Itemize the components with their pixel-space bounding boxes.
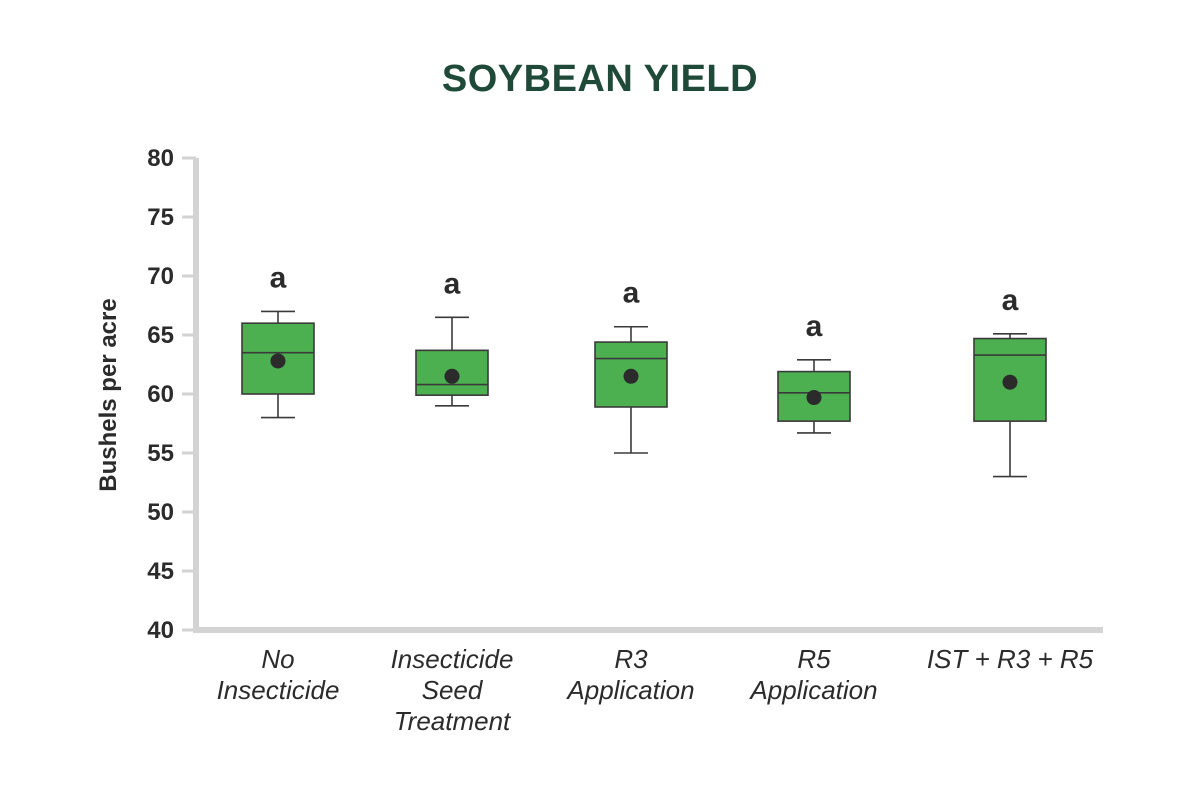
category-label-line: R5	[797, 644, 831, 674]
chart-title: SOYBEAN YIELD	[441, 58, 759, 100]
y-axis: 40 45 50 55 60 65 70 75 80	[147, 145, 199, 644]
category-label: R3 Application	[565, 644, 694, 705]
box-2: a	[415, 267, 489, 407]
y-tick-label: 75	[147, 204, 174, 231]
category-label-line: R3	[614, 644, 648, 674]
mean-marker	[444, 368, 460, 384]
mean-marker	[623, 368, 639, 384]
category-label-line: Application	[565, 675, 694, 705]
category-label-line: Insecticide	[217, 675, 340, 705]
iqr-box	[415, 349, 489, 396]
box-series: a a a a a	[241, 261, 1047, 478]
significance-label: a	[1002, 284, 1019, 317]
mean-marker	[270, 353, 286, 369]
y-tick-label: 55	[147, 440, 174, 467]
mean-marker	[806, 390, 822, 406]
category-label-line: No	[261, 644, 294, 674]
y-tick-label: 65	[147, 322, 174, 349]
category-label-line: Treatment	[394, 706, 512, 736]
mean-marker	[1002, 374, 1018, 390]
y-tick-label: 80	[147, 145, 174, 172]
category-label: No Insecticide	[217, 644, 340, 705]
box-5: a	[973, 284, 1047, 478]
category-label-line: IST + R3 + R5	[927, 644, 1094, 674]
category-label: R5 Application	[748, 644, 877, 705]
y-tick-label: 50	[147, 499, 174, 526]
category-label: Insecticide Seed Treatment	[391, 644, 514, 736]
y-axis-label: Bushels per acre	[95, 298, 122, 491]
significance-label: a	[623, 277, 640, 310]
box-4: a	[777, 310, 851, 434]
category-label-line: Insecticide	[391, 644, 514, 674]
y-tick-label: 45	[147, 558, 174, 585]
y-tick-label: 60	[147, 381, 174, 408]
y-tick-label: 70	[147, 263, 174, 290]
y-tick-label: 40	[147, 617, 174, 644]
box-1: a	[241, 261, 315, 419]
category-label: IST + R3 + R5	[927, 644, 1094, 674]
category-label-line: Application	[748, 675, 877, 705]
box-3: a	[594, 277, 668, 454]
significance-label: a	[444, 267, 461, 300]
significance-label: a	[270, 261, 287, 294]
category-label-line: Seed	[422, 675, 484, 705]
significance-label: a	[806, 310, 823, 343]
